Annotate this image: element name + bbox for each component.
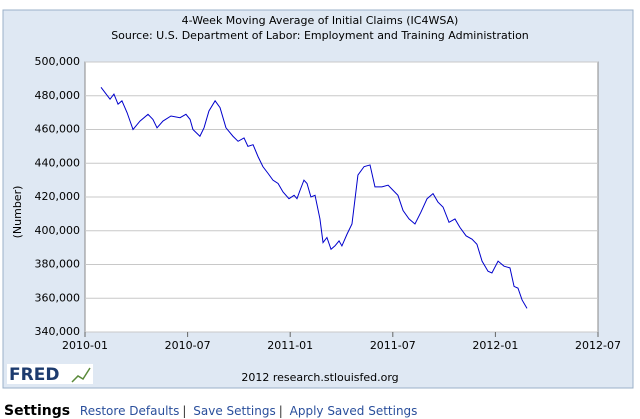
x-tick-label: 2012-07 (575, 339, 621, 352)
restore-defaults-link[interactable]: Restore Defaults (79, 404, 180, 418)
save-settings-link[interactable]: Save Settings (193, 404, 276, 418)
logo-icon (71, 367, 91, 383)
chart: 4-Week Moving Average of Initial Claims … (2, 9, 634, 389)
separator: | (278, 404, 283, 418)
chart-title: 4-Week Moving Average of Initial Claims … (182, 14, 459, 27)
y-tick-label: 500,000 (35, 55, 81, 68)
x-tick-label: 2011-07 (370, 339, 416, 352)
separator: | (182, 404, 187, 418)
y-tick-label: 380,000 (35, 258, 81, 271)
y-tick-label: 360,000 (35, 291, 81, 304)
y-tick-label: 480,000 (35, 89, 81, 102)
y-tick-label: 460,000 (35, 123, 81, 136)
y-tick-label: 400,000 (35, 224, 81, 237)
settings-heading: Settings (4, 403, 71, 419)
x-tick-label: 2010-01 (62, 339, 108, 352)
chart-subtitle: Source: U.S. Department of Labor: Employ… (111, 29, 529, 42)
y-tick-label: 340,000 (35, 325, 81, 338)
x-tick-label: 2012-01 (472, 339, 518, 352)
logo-box (7, 364, 93, 384)
x-tick-label: 2011-01 (267, 339, 313, 352)
data-line (100, 87, 528, 309)
y-tick-label: 420,000 (35, 190, 81, 203)
settings-bar: Settings Restore Defaults | Save Settings… (4, 403, 417, 419)
y-tick-label: 440,000 (35, 156, 81, 169)
x-tick-label: 2010-07 (165, 339, 211, 352)
source-note: 2012 research.stlouisfed.org (241, 371, 398, 384)
logo: FRED (9, 365, 59, 385)
apply-saved-settings-link[interactable]: Apply Saved Settings (289, 404, 418, 418)
y-axis-label: (Number) (11, 186, 24, 239)
